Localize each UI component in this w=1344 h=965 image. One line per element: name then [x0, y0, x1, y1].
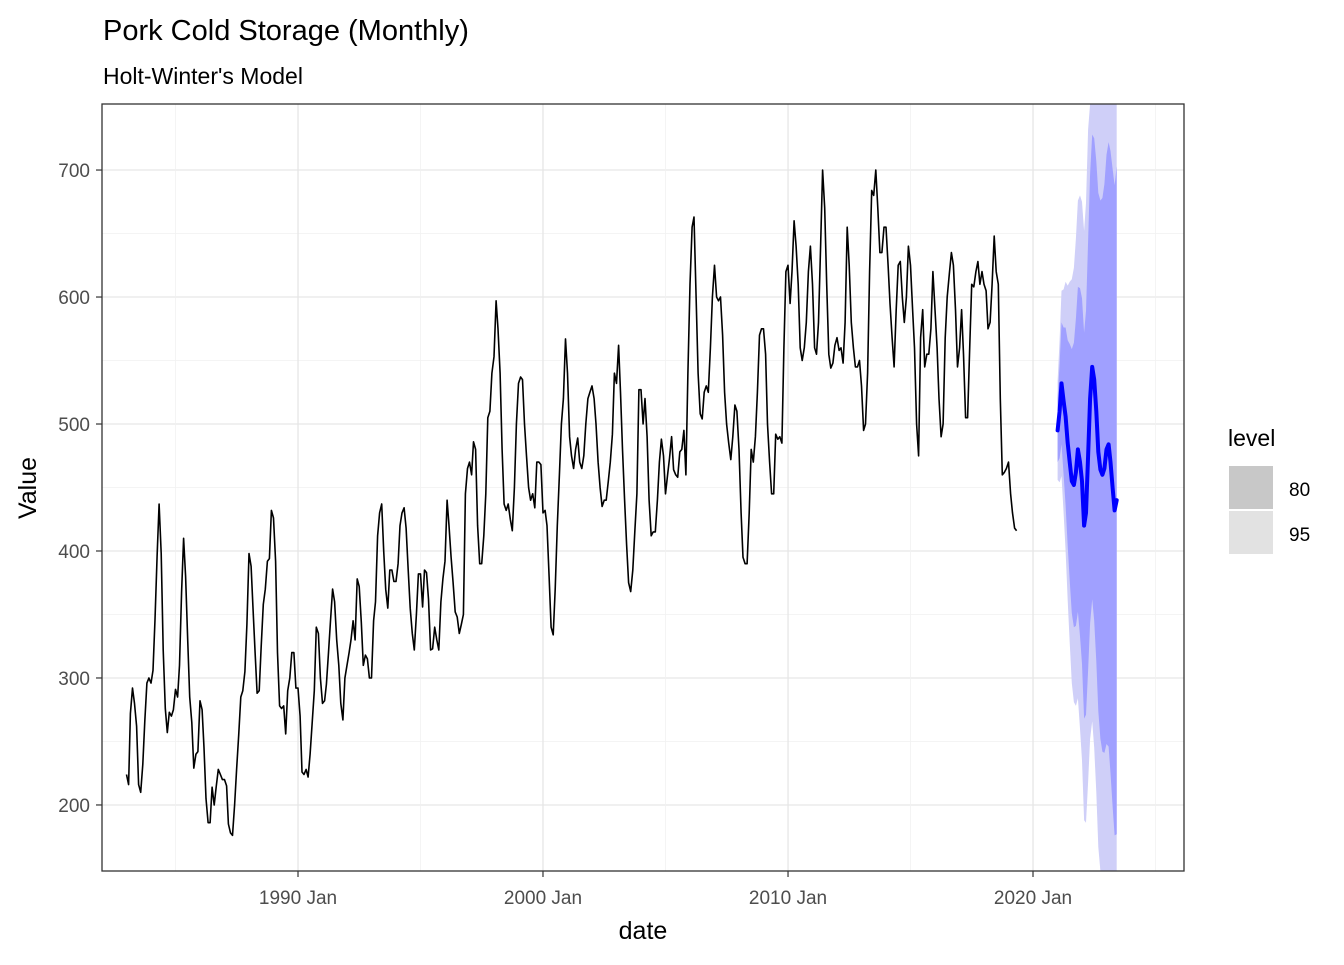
x-tick-label: 1990 Jan — [259, 888, 337, 909]
chart-title: Pork Cold Storage (Monthly) — [103, 15, 469, 47]
x-tick-label: 2020 Jan — [994, 888, 1072, 909]
y-tick-label: 700 — [58, 161, 90, 182]
legend-label-95: 95 — [1289, 525, 1310, 546]
plot-border — [101, 103, 1185, 872]
history-line — [125, 169, 1018, 837]
y-tick-label: 300 — [58, 669, 90, 690]
grid-lines — [102, 104, 1184, 871]
legend-key-80 — [1229, 466, 1273, 509]
x-axis: 1990 Jan 2000 Jan 2010 Jan 2020 Jan — [259, 871, 1072, 909]
forecast-line — [1055, 364, 1119, 528]
y-axis: 200 300 400 500 600 700 — [58, 161, 102, 817]
x-tick-label: 2010 Jan — [749, 888, 827, 909]
x-axis-label: date — [619, 917, 668, 945]
x-tick-label: 2000 Jan — [504, 888, 582, 909]
y-tick-label: 400 — [58, 542, 90, 563]
legend-title: level — [1228, 425, 1275, 451]
legend-key-95 — [1229, 511, 1273, 554]
y-axis-label: Value — [14, 457, 42, 519]
chart-subtitle: Holt-Winter's Model — [103, 63, 303, 89]
y-tick-label: 600 — [58, 288, 90, 309]
legend-label-80: 80 — [1289, 480, 1310, 501]
y-tick-label: 500 — [58, 415, 90, 436]
y-tick-label: 200 — [58, 796, 90, 817]
legend: level 80 95 — [1228, 425, 1310, 554]
series-lines — [125, 169, 1119, 837]
